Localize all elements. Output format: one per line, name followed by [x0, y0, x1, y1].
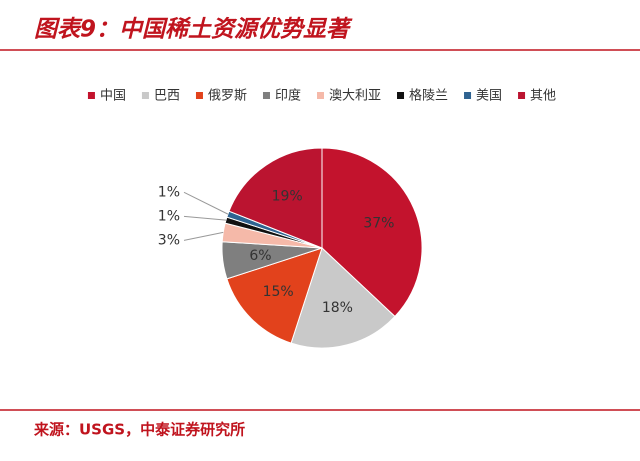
legend-swatch	[262, 92, 270, 99]
legend-swatch	[464, 92, 472, 99]
legend-label: 美国	[476, 89, 502, 104]
legend-swatch	[518, 92, 526, 99]
data-label: 3%	[158, 232, 180, 248]
data-label: 6%	[249, 248, 271, 264]
legend-label: 印度	[275, 88, 301, 104]
source: 来源：USGS，中泰证券研究所	[33, 421, 245, 439]
chart-title: 图表9：中国稀土资源优势显著	[34, 17, 353, 43]
data-label: 18%	[322, 300, 353, 316]
data-label: 1%	[158, 184, 180, 200]
legend-swatch	[87, 92, 95, 99]
pie-slice	[290, 247, 396, 349]
data-label: 15%	[263, 284, 294, 300]
legend-swatch	[141, 92, 149, 99]
legend-label: 澳大利亚	[329, 88, 381, 104]
legend-label: 中国	[100, 89, 126, 104]
leader-line	[183, 231, 224, 241]
legend-swatch	[317, 92, 324, 99]
legend-swatch	[397, 92, 405, 99]
leader-line	[183, 215, 227, 221]
pie-slice	[228, 147, 323, 249]
pie-slice	[321, 147, 423, 318]
data-label: 37%	[363, 215, 394, 231]
legend-label: 其他	[530, 89, 556, 104]
leader-line	[183, 191, 229, 215]
data-label: 19%	[272, 189, 303, 205]
data-label: 1%	[158, 208, 180, 224]
pie-slice	[226, 247, 323, 344]
legend-label: 巴西	[154, 89, 180, 104]
legend-label: 格陵兰	[409, 88, 448, 104]
legend-swatch	[195, 92, 203, 99]
legend-label: 俄罗斯	[208, 89, 247, 104]
